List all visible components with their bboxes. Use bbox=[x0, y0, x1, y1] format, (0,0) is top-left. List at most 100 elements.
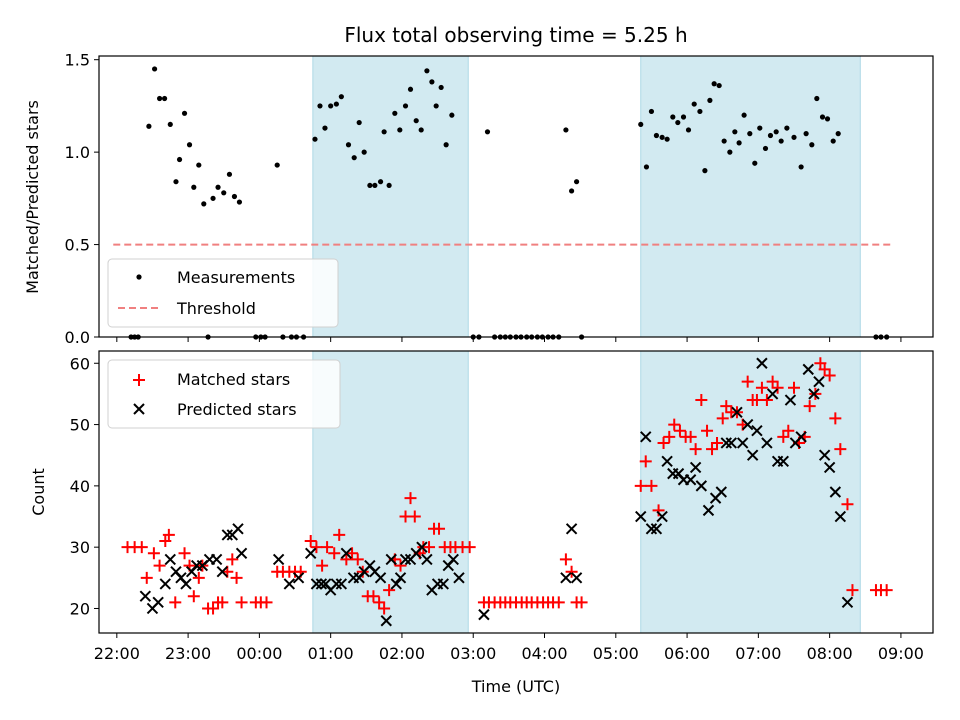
data-point bbox=[639, 455, 652, 468]
data-point bbox=[689, 461, 702, 474]
y-tick-label: 1.0 bbox=[65, 143, 90, 162]
data-point bbox=[196, 162, 202, 168]
data-point bbox=[559, 553, 572, 566]
data-point bbox=[721, 138, 727, 144]
data-point bbox=[697, 108, 703, 115]
data-point bbox=[784, 394, 797, 406]
data-point bbox=[795, 431, 807, 443]
y-tick-label: 60 bbox=[70, 354, 90, 373]
data-point bbox=[221, 529, 234, 541]
y-tick-label: 0.5 bbox=[65, 236, 90, 255]
data-point bbox=[216, 565, 229, 578]
data-point bbox=[657, 436, 670, 449]
data-point bbox=[424, 68, 430, 74]
data-point bbox=[689, 443, 702, 456]
data-point bbox=[784, 125, 790, 131]
data-point bbox=[640, 431, 652, 443]
data-point bbox=[834, 443, 847, 456]
data-point bbox=[638, 121, 644, 128]
data-point bbox=[438, 84, 444, 91]
y-tick-label: 0.0 bbox=[65, 328, 90, 347]
x-tick-label: 06:00 bbox=[664, 644, 710, 663]
data-point bbox=[695, 480, 708, 492]
data-point bbox=[351, 553, 364, 566]
data-point bbox=[429, 79, 435, 85]
data-point bbox=[782, 424, 795, 437]
data-point bbox=[161, 95, 168, 102]
data-point bbox=[711, 81, 717, 87]
data-point bbox=[383, 584, 396, 597]
data-point bbox=[757, 125, 763, 131]
data-point bbox=[824, 116, 831, 122]
data-point bbox=[232, 523, 244, 535]
data-point bbox=[569, 188, 575, 194]
data-point bbox=[727, 149, 733, 155]
data-point bbox=[741, 418, 754, 431]
x-tick-label: 07:00 bbox=[735, 644, 781, 663]
data-point bbox=[346, 547, 359, 560]
data-point bbox=[180, 578, 192, 590]
data-point bbox=[147, 547, 160, 560]
data-point bbox=[385, 553, 397, 566]
data-point bbox=[162, 528, 175, 541]
data-point bbox=[216, 596, 229, 609]
x-tick-label: 05:00 bbox=[593, 644, 639, 663]
data-point bbox=[210, 553, 223, 566]
data-point bbox=[560, 572, 572, 584]
x-tick-label: 23:00 bbox=[165, 644, 211, 663]
y-tick-label: 20 bbox=[70, 599, 90, 618]
data-point bbox=[447, 553, 459, 566]
data-point bbox=[210, 195, 216, 201]
data-point bbox=[392, 110, 398, 116]
data-point bbox=[809, 142, 815, 148]
data-point bbox=[135, 541, 148, 554]
data-point bbox=[310, 541, 323, 554]
data-point bbox=[283, 578, 296, 590]
data-point bbox=[236, 199, 243, 205]
data-point bbox=[835, 131, 841, 137]
legend-marker-predicted bbox=[133, 403, 145, 415]
data-point bbox=[773, 129, 779, 135]
legend-label-measurements: Measurements bbox=[177, 268, 295, 287]
data-point bbox=[818, 449, 831, 461]
data-point bbox=[372, 182, 378, 189]
data-point bbox=[333, 528, 346, 541]
data-point bbox=[484, 129, 491, 135]
data-point bbox=[684, 430, 697, 443]
shaded-interval-2 bbox=[640, 55, 861, 338]
top-y-axis-label: Matched/Predicted stars bbox=[23, 100, 42, 294]
data-point bbox=[675, 119, 681, 126]
data-point bbox=[645, 523, 658, 535]
data-point bbox=[152, 596, 164, 609]
data-point bbox=[373, 596, 386, 609]
data-point bbox=[394, 559, 407, 572]
data-point bbox=[164, 553, 176, 566]
x-axis-label: Time (UTC) bbox=[471, 677, 560, 696]
data-point bbox=[380, 615, 392, 627]
legend-label-predicted: Predicted stars bbox=[177, 400, 297, 419]
data-point bbox=[235, 596, 248, 609]
bottom-legend-box bbox=[107, 359, 341, 429]
data-point bbox=[169, 596, 182, 609]
data-point bbox=[152, 66, 158, 72]
data-point bbox=[565, 565, 578, 578]
legend-label-threshold: Threshold bbox=[176, 299, 256, 318]
data-point bbox=[139, 590, 152, 602]
shaded-interval-2 bbox=[640, 350, 861, 634]
data-point bbox=[643, 164, 650, 170]
data-point bbox=[732, 129, 738, 135]
data-point bbox=[756, 357, 768, 369]
data-point bbox=[201, 201, 207, 207]
data-point bbox=[140, 571, 153, 584]
data-point bbox=[312, 136, 318, 142]
data-point bbox=[834, 510, 847, 523]
data-point bbox=[159, 578, 171, 590]
data-point bbox=[310, 578, 323, 590]
top-legend-box bbox=[107, 258, 339, 328]
data-point bbox=[691, 101, 697, 107]
data-point bbox=[645, 479, 658, 492]
data-point bbox=[652, 504, 665, 517]
data-point bbox=[702, 168, 708, 174]
data-point bbox=[823, 461, 836, 474]
data-point bbox=[573, 179, 580, 185]
